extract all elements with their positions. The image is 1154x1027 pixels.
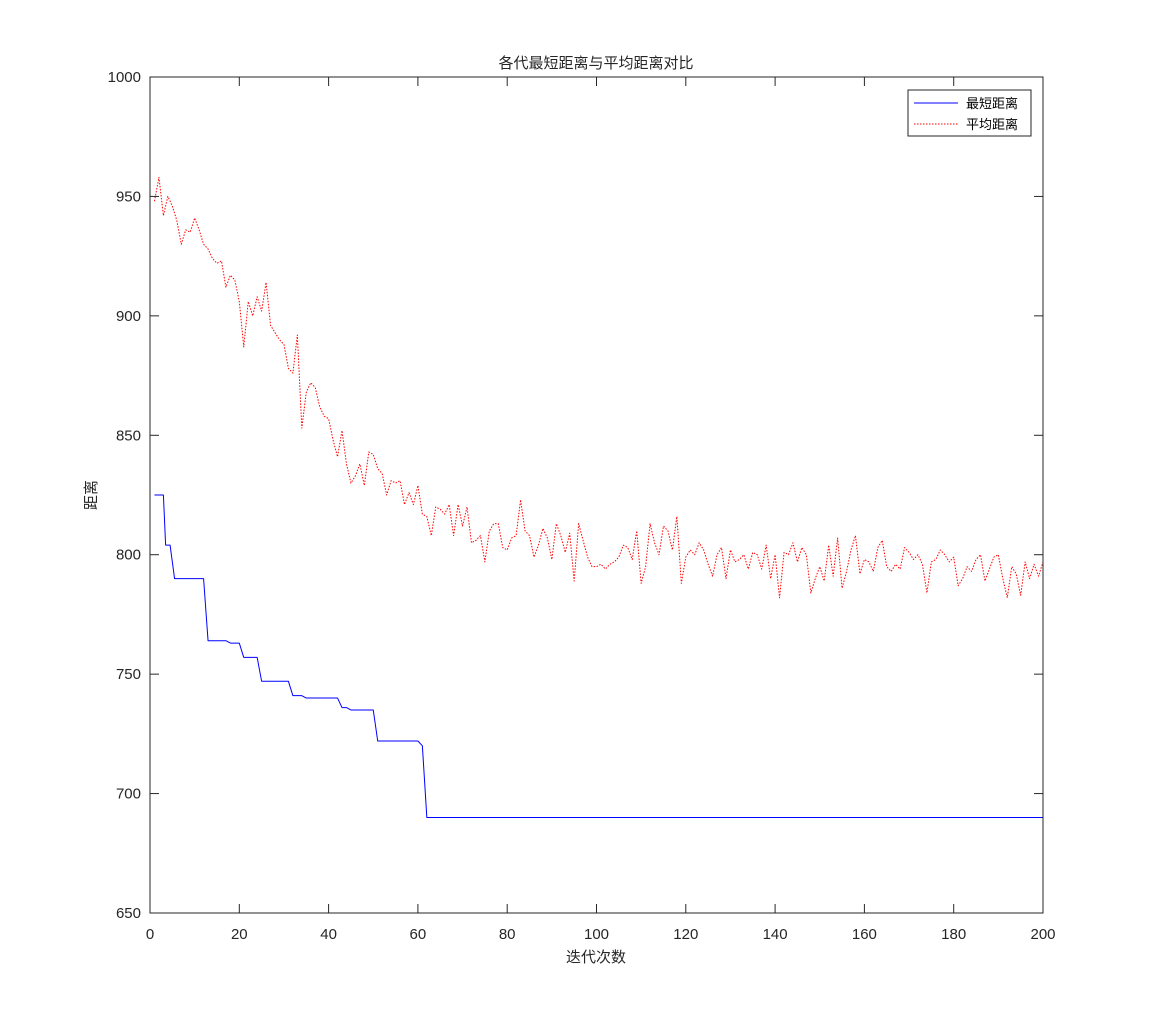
x-tick-label: 80	[499, 926, 516, 943]
legend: 最短距离 平均距离	[907, 89, 1032, 137]
y-tick-label: 800	[116, 547, 141, 564]
x-tick-label: 180	[941, 926, 966, 943]
legend-box	[907, 89, 1032, 137]
x-tick-label: 160	[852, 926, 877, 943]
series-layer	[153, 176, 1044, 818]
legend-label-shortest: 最短距离	[966, 96, 1018, 112]
x-tick-label: 200	[1030, 926, 1055, 943]
x-tick-label: 20	[231, 926, 248, 943]
y-tick-label: 1000	[108, 69, 141, 86]
x-tick-label: 120	[673, 926, 698, 943]
x-tick-label: 60	[410, 926, 427, 943]
y-tick-label: 700	[116, 786, 141, 803]
y-tick-label: 900	[116, 308, 141, 325]
y-tick-label: 950	[116, 188, 141, 205]
y-tick-label: 750	[116, 666, 141, 683]
series-line-shortest	[154, 494, 1043, 818]
legend-label-average: 平均距离	[966, 117, 1018, 133]
x-tick-label: 100	[584, 926, 609, 943]
y-tick-label: 850	[116, 427, 141, 444]
plot-area	[150, 77, 1043, 913]
x-axis-ticks: 0 20 40 60 80 100 120 140 160 180 200	[146, 77, 1056, 943]
x-tick-label: 40	[320, 926, 337, 943]
x-tick-label: 0	[146, 926, 154, 943]
x-tick-label: 140	[763, 926, 788, 943]
x-axis-label: 迭代次数	[566, 948, 626, 966]
series-line-average	[153, 176, 1044, 599]
y-axis-label: 距离	[82, 480, 100, 510]
y-axis-ticks: 650 700 750 800 850 900 950 1000	[108, 69, 1043, 922]
y-tick-label: 650	[116, 905, 141, 922]
chart-title: 各代最短距离与平均距离对比	[498, 54, 693, 72]
